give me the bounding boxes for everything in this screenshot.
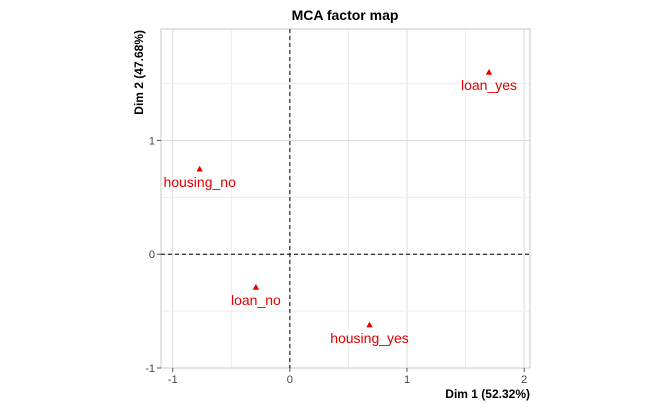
reference-lines [161,29,530,368]
x-axis-label: Dim 1 (52.32%) [445,387,530,401]
point-marker-loan-no [252,284,260,290]
x-tick-label: 1 [404,374,410,386]
point-marker-housing-yes [366,321,373,328]
point-label-loan-yes: loan_yes [461,77,517,93]
point-label-loan-no: loan_no [231,292,281,308]
point-marker-housing-no [196,165,203,172]
chart-title: MCA factor map [292,7,399,23]
point-label-housing-no: housing_no [163,174,236,190]
x-tick-label: 0 [287,374,293,386]
x-tick-label: -1 [168,374,178,386]
y-tick-label: 1 [149,135,155,147]
axes: -1 0 1 2 -1 0 1 [145,135,527,386]
point-label-housing-yes: housing_yes [330,330,409,346]
plot-border [160,28,531,369]
point-marker-loan-yes [485,69,493,75]
x-tick-label: 2 [521,374,527,386]
y-tick-label: -1 [145,363,155,375]
y-tick-label: 0 [149,249,155,261]
data-points: loan_yes housing_no loan_no housing_yes [163,69,517,346]
y-axis-label: Dim 2 (47.68%) [132,30,146,115]
